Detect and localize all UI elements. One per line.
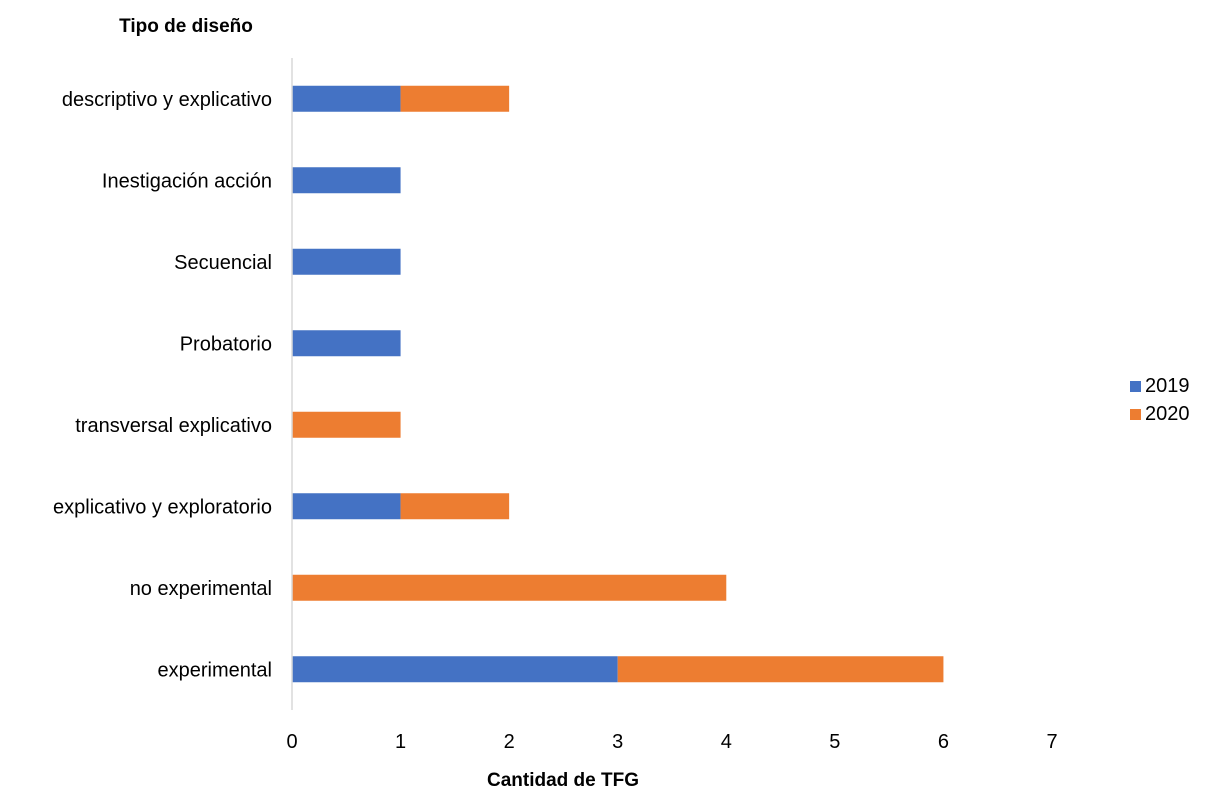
- category-label: Probatorio: [180, 333, 272, 355]
- x-tick-label: 3: [612, 731, 623, 753]
- legend-item-2020: 2020: [1130, 400, 1190, 428]
- bar-2019-4: [292, 330, 401, 357]
- bar-2019-5: [292, 248, 401, 275]
- legend-label-2020: 2020: [1145, 402, 1190, 425]
- bar-2020-2: [400, 493, 510, 520]
- category-label: descriptivo y explicativo: [62, 89, 272, 111]
- category-label: transversal explicativo: [75, 415, 272, 437]
- category-label: Inestigación acción: [102, 170, 272, 192]
- x-tick-label: 4: [721, 731, 732, 753]
- x-tick-label: 2: [504, 731, 515, 753]
- x-tick-labels: 0 1 2 3 4 5 6 7: [286, 731, 1057, 753]
- category-label: experimental: [157, 659, 272, 681]
- plot-area: [292, 85, 944, 683]
- x-tick-label: 1: [395, 731, 406, 753]
- x-tick-label: 0: [286, 731, 297, 753]
- legend-swatch-2020: [1130, 408, 1141, 420]
- category-labels: experimental no experimental explicativo y…: [53, 89, 272, 682]
- legend-swatch-2019: [1130, 380, 1141, 392]
- bar-2019-6: [292, 167, 401, 194]
- x-tick-label: 7: [1046, 731, 1057, 753]
- legend-label-2019: 2019: [1145, 374, 1190, 397]
- x-axis-title: Cantidad de TFG: [487, 770, 639, 791]
- bar-2019-7: [292, 85, 401, 112]
- legend: 2019 2020: [1130, 372, 1190, 428]
- category-label: no experimental: [130, 578, 272, 600]
- bar-2020-3: [292, 411, 401, 438]
- bar-2020-1: [292, 574, 727, 601]
- bar-2020-0: [617, 656, 944, 683]
- legend-item-2019: 2019: [1130, 372, 1190, 400]
- category-label: explicativo y exploratorio: [53, 496, 272, 518]
- bar-2020-7: [400, 85, 510, 112]
- x-tick-label: 6: [938, 731, 949, 753]
- category-label: Secuencial: [174, 252, 272, 274]
- y-axis-title: Tipo de diseño: [119, 16, 253, 37]
- bar-2019-0: [292, 656, 618, 683]
- x-tick-label: 5: [829, 731, 840, 753]
- bar-2019-2: [292, 493, 401, 520]
